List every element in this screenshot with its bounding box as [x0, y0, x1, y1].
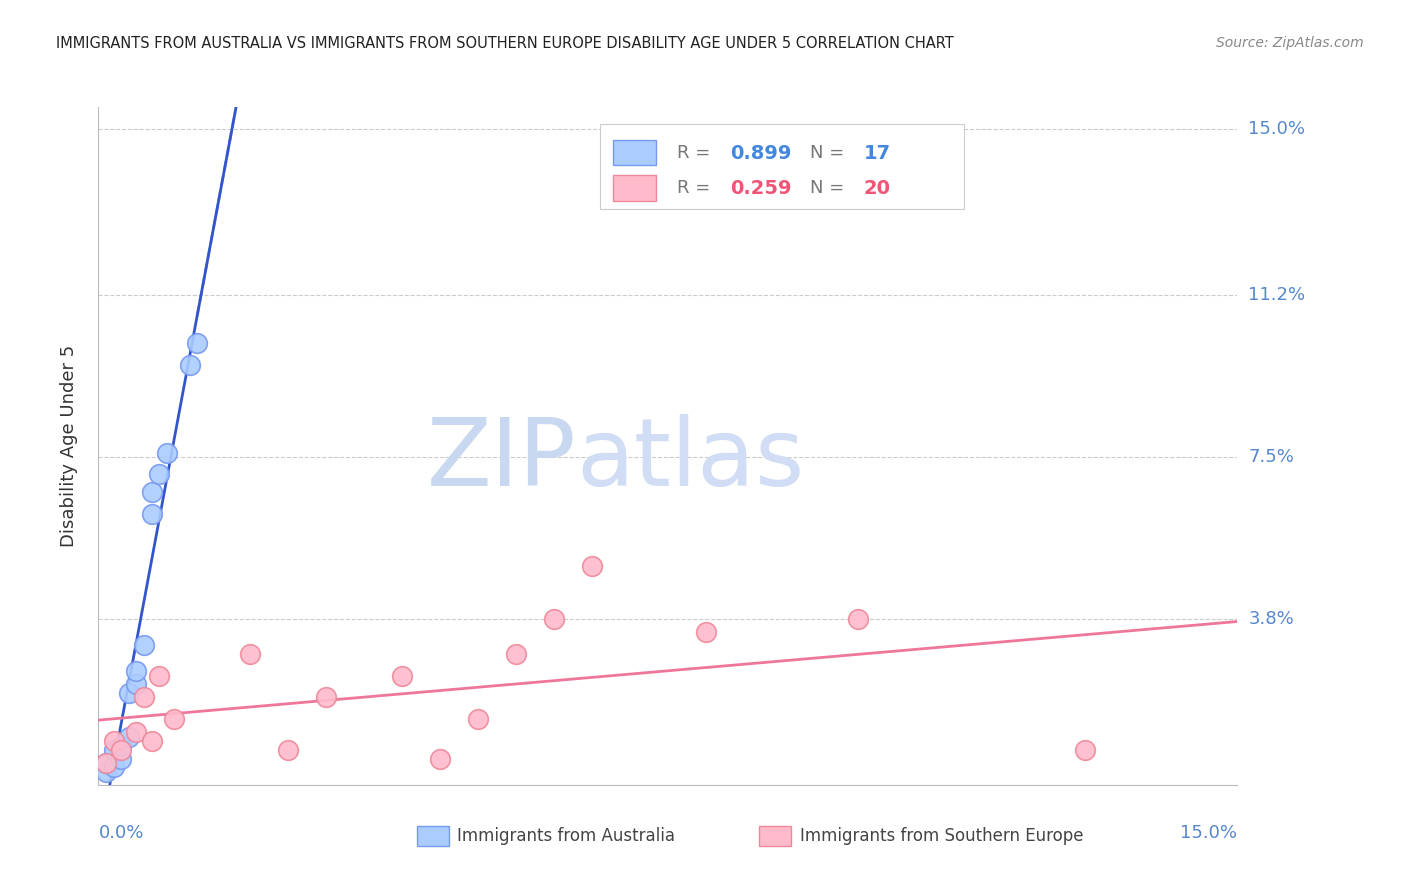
- Point: [186, 336, 208, 351]
- Point: [110, 743, 132, 757]
- Text: N =: N =: [810, 179, 851, 197]
- Text: 0.0%: 0.0%: [98, 824, 143, 842]
- Bar: [613, 175, 657, 201]
- Text: 11.2%: 11.2%: [1249, 286, 1306, 304]
- Point: [846, 612, 869, 626]
- Point: [163, 712, 186, 726]
- Point: [110, 752, 132, 766]
- Point: [315, 690, 337, 705]
- Point: [103, 743, 125, 757]
- Point: [94, 756, 117, 770]
- Point: [141, 484, 163, 499]
- FancyBboxPatch shape: [599, 124, 965, 209]
- Point: [695, 624, 717, 639]
- Point: [103, 734, 125, 748]
- Bar: [613, 139, 657, 165]
- Point: [132, 638, 155, 652]
- Text: 15.0%: 15.0%: [1249, 120, 1305, 138]
- Text: 17: 17: [863, 144, 891, 162]
- Text: R =: R =: [676, 145, 716, 162]
- Point: [103, 760, 125, 774]
- Point: [118, 730, 141, 744]
- Point: [141, 507, 163, 521]
- Point: [1074, 743, 1097, 757]
- Text: 0.899: 0.899: [731, 144, 792, 162]
- Point: [118, 686, 141, 700]
- Point: [505, 647, 527, 661]
- Point: [132, 690, 155, 705]
- Text: N =: N =: [810, 145, 851, 162]
- Point: [581, 559, 603, 574]
- Text: Immigrants from Southern Europe: Immigrants from Southern Europe: [800, 827, 1084, 845]
- Text: Immigrants from Australia: Immigrants from Australia: [457, 827, 675, 845]
- Point: [467, 712, 489, 726]
- Point: [429, 752, 451, 766]
- Text: 15.0%: 15.0%: [1180, 824, 1237, 842]
- Point: [391, 668, 413, 682]
- Bar: [418, 826, 449, 846]
- Point: [543, 612, 565, 626]
- Point: [179, 358, 201, 372]
- Text: 0.259: 0.259: [731, 179, 792, 198]
- Text: atlas: atlas: [576, 414, 806, 506]
- Y-axis label: Disability Age Under 5: Disability Age Under 5: [59, 345, 77, 547]
- Point: [239, 647, 262, 661]
- Point: [125, 677, 148, 691]
- Point: [110, 739, 132, 753]
- Text: Source: ZipAtlas.com: Source: ZipAtlas.com: [1216, 36, 1364, 50]
- Point: [94, 764, 117, 779]
- Point: [125, 665, 148, 679]
- Text: ZIP: ZIP: [427, 414, 576, 506]
- Text: 7.5%: 7.5%: [1249, 448, 1295, 466]
- Point: [148, 668, 170, 682]
- Text: 20: 20: [863, 179, 891, 198]
- Point: [148, 467, 170, 482]
- Bar: [759, 826, 790, 846]
- Point: [141, 734, 163, 748]
- Text: 3.8%: 3.8%: [1249, 610, 1294, 628]
- Point: [156, 445, 179, 459]
- Text: IMMIGRANTS FROM AUSTRALIA VS IMMIGRANTS FROM SOUTHERN EUROPE DISABILITY AGE UNDE: IMMIGRANTS FROM AUSTRALIA VS IMMIGRANTS …: [56, 36, 955, 51]
- Point: [125, 725, 148, 739]
- Point: [94, 756, 117, 770]
- Text: R =: R =: [676, 179, 716, 197]
- Point: [277, 743, 299, 757]
